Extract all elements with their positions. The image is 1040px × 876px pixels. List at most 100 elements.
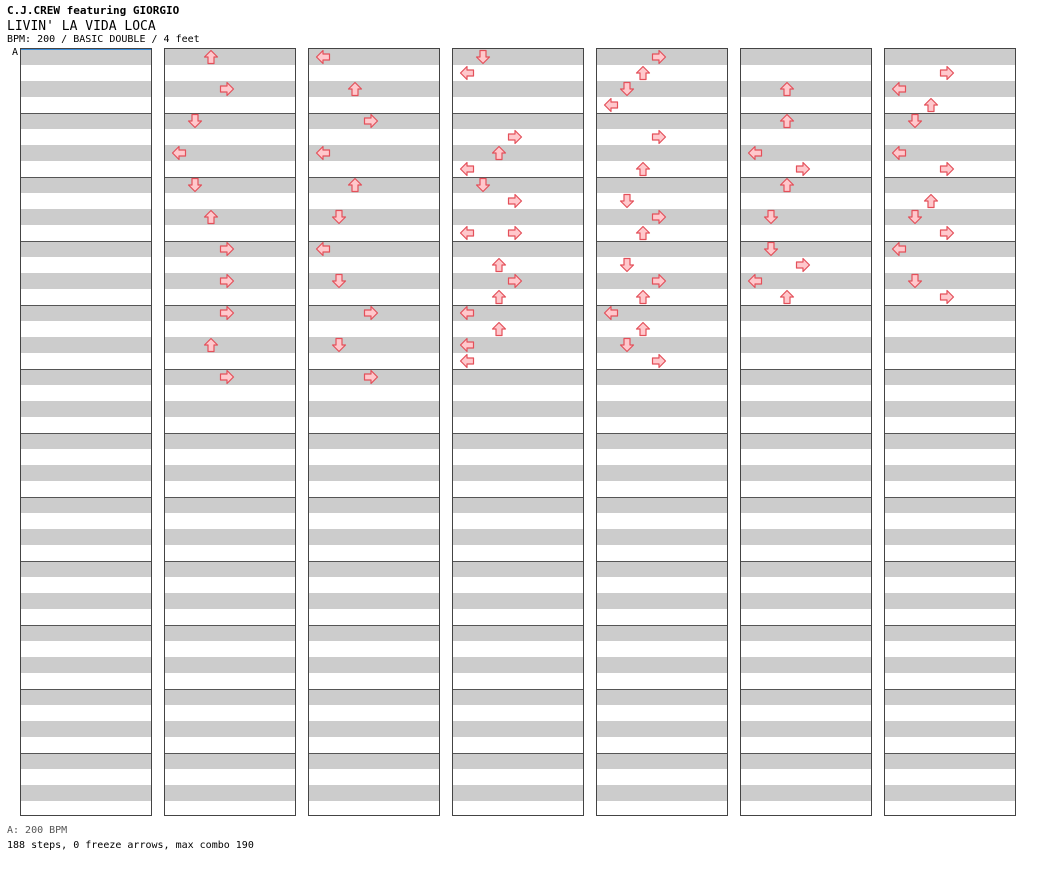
beat-band: [741, 177, 871, 193]
right-arrow-icon: [219, 241, 235, 257]
beat-band: [885, 305, 1015, 321]
beat-band: [165, 497, 295, 513]
beat-band: [165, 593, 295, 609]
measure-line: [21, 113, 151, 114]
down-arrow-icon: [763, 209, 779, 225]
right-arrow-icon: [507, 193, 523, 209]
beat-band: [885, 145, 1015, 161]
measure-line: [165, 689, 295, 690]
up-arrow-icon: [635, 321, 651, 337]
right-arrow-icon: [651, 353, 667, 369]
beat-band: [309, 81, 439, 97]
chart-info: BPM: 200 / BASIC DOUBLE / 4 feet: [7, 34, 200, 45]
down-arrow-icon: [331, 209, 347, 225]
beat-band: [453, 433, 583, 449]
beat-band: [885, 785, 1015, 801]
beat-band: [597, 81, 727, 97]
beat-band: [453, 657, 583, 673]
beat-band: [885, 49, 1015, 65]
beat-band: [309, 625, 439, 641]
measure-line: [885, 177, 1015, 178]
right-arrow-icon: [219, 369, 235, 385]
measure-line: [21, 689, 151, 690]
measure-line: [165, 113, 295, 114]
beat-band: [21, 753, 151, 769]
measure-line: [165, 177, 295, 178]
beat-band: [21, 113, 151, 129]
beat-band: [165, 689, 295, 705]
left-arrow-icon: [459, 305, 475, 321]
right-arrow-icon: [651, 273, 667, 289]
beat-band: [597, 625, 727, 641]
beat-band: [21, 561, 151, 577]
chart-column-3: [308, 48, 440, 816]
beat-band: [165, 465, 295, 481]
left-arrow-icon: [603, 97, 619, 113]
measure-line: [453, 241, 583, 242]
right-arrow-icon: [939, 289, 955, 305]
up-arrow-icon: [203, 209, 219, 225]
beat-band: [453, 465, 583, 481]
up-arrow-icon: [923, 193, 939, 209]
beat-band: [21, 593, 151, 609]
measure-line: [741, 369, 871, 370]
right-arrow-icon: [363, 113, 379, 129]
beat-band: [453, 177, 583, 193]
measure-line: [453, 433, 583, 434]
down-arrow-icon: [331, 273, 347, 289]
measure-line: [741, 113, 871, 114]
beat-band: [165, 433, 295, 449]
beat-band: [309, 465, 439, 481]
beat-band: [21, 337, 151, 353]
beat-band: [741, 209, 871, 225]
beat-band: [885, 177, 1015, 193]
measure-line: [453, 113, 583, 114]
measure-line: [453, 497, 583, 498]
beat-band: [21, 273, 151, 289]
beat-band: [885, 81, 1015, 97]
measure-line: [885, 497, 1015, 498]
measure-line: [165, 305, 295, 306]
left-arrow-icon: [315, 49, 331, 65]
beat-band: [885, 689, 1015, 705]
up-arrow-icon: [491, 289, 507, 305]
right-arrow-icon: [939, 225, 955, 241]
beat-band: [21, 401, 151, 417]
beat-band: [741, 721, 871, 737]
down-arrow-icon: [619, 81, 635, 97]
measure-line: [309, 689, 439, 690]
beat-band: [165, 113, 295, 129]
beat-band: [21, 529, 151, 545]
beat-band: [597, 561, 727, 577]
measure-line: [453, 753, 583, 754]
right-arrow-icon: [219, 81, 235, 97]
measure-line: [885, 753, 1015, 754]
beat-band: [741, 49, 871, 65]
beat-band: [453, 241, 583, 257]
measure-line: [453, 625, 583, 626]
song-title: LIVIN' LA VIDA LOCA: [7, 19, 156, 34]
measure-line: [21, 753, 151, 754]
measure-line: [741, 497, 871, 498]
beat-band: [741, 273, 871, 289]
beat-band: [453, 721, 583, 737]
beat-band: [309, 401, 439, 417]
beat-band: [741, 433, 871, 449]
measure-line: [309, 177, 439, 178]
beat-band: [21, 721, 151, 737]
up-arrow-icon: [203, 49, 219, 65]
right-arrow-icon: [507, 273, 523, 289]
measure-line: [741, 689, 871, 690]
measure-line: [597, 625, 727, 626]
beat-band: [453, 529, 583, 545]
measure-line: [309, 369, 439, 370]
beat-band: [741, 145, 871, 161]
beat-band: [165, 561, 295, 577]
measure-line: [21, 177, 151, 178]
beat-band: [885, 593, 1015, 609]
chart-column-5: [596, 48, 728, 816]
measure-line: [597, 497, 727, 498]
beat-band: [453, 337, 583, 353]
beat-band: [309, 177, 439, 193]
measure-line: [741, 561, 871, 562]
